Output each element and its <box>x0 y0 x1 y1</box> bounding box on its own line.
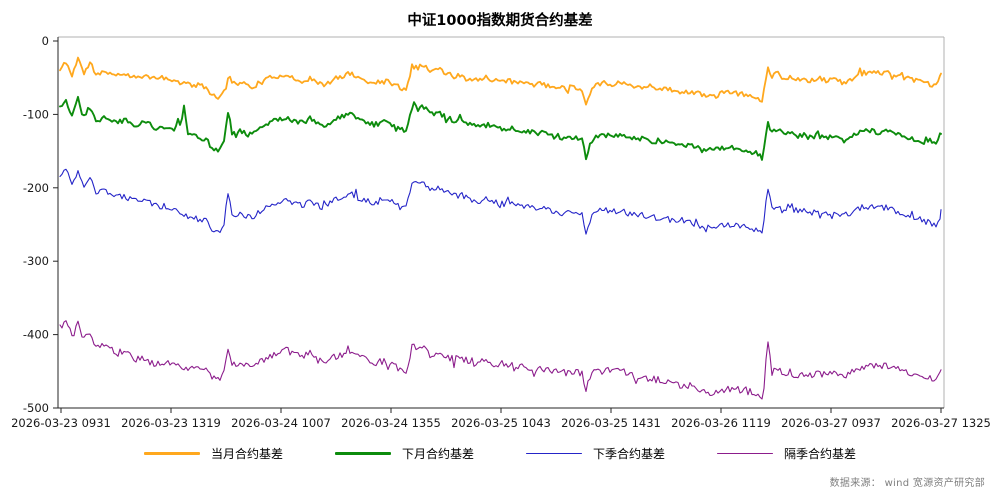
legend-line-swatch <box>717 452 774 455</box>
x-axis-tick-label: 2026-03-24 1355 <box>341 416 441 430</box>
x-axis-tick-label: 2026-03-25 1043 <box>451 416 551 430</box>
y-axis-tick-label: 0 <box>42 34 49 48</box>
x-axis-tick-label: 2026-03-24 1007 <box>231 416 331 430</box>
chart-title: 中证1000指数期货合约基差 <box>407 13 593 29</box>
x-axis-tick-label: 2026-03-23 1319 <box>121 416 221 430</box>
legend-item-1: 下月合约基差 <box>334 445 474 462</box>
y-axis-tick-label: -400 <box>23 328 49 342</box>
legend-label: 隔季合约基差 <box>784 447 857 461</box>
legend-item-3: 隔季合约基差 <box>717 445 856 462</box>
legend-label: 下月合约基差 <box>401 447 474 461</box>
x-axis-tick-label: 2026-03-23 0931 <box>11 416 111 430</box>
legend-item-0: 当月合约基差 <box>143 445 283 462</box>
legend-item-2: 下季合约基差 <box>526 445 665 462</box>
series-line-0 <box>59 56 942 106</box>
x-axis-tick-label: 2026-03-27 1325 <box>891 416 991 430</box>
legend-line-swatch <box>334 452 391 455</box>
y-axis-tick-label: -200 <box>23 181 49 195</box>
y-axis-tick-label: -300 <box>23 254 49 268</box>
series-line-2 <box>59 168 942 235</box>
series-line-1 <box>59 95 942 161</box>
legend-line-swatch <box>143 452 200 455</box>
legend-line-swatch <box>526 452 582 455</box>
legend-label: 当月合约基差 <box>210 447 283 461</box>
legend-label: 下季合约基差 <box>593 447 666 461</box>
x-axis-tick-label: 2026-03-26 1119 <box>671 416 771 430</box>
series-line-3 <box>59 320 942 400</box>
y-axis-tick-label: -100 <box>23 107 49 121</box>
chart-legend: 当月合约基差 下月合约基差 下季合约基差 隔季合约基差 <box>0 445 1000 462</box>
y-axis-tick-label: -500 <box>23 401 49 415</box>
x-axis-tick-label: 2026-03-27 0937 <box>781 416 881 430</box>
x-axis-tick-label: 2026-03-25 1431 <box>561 416 661 430</box>
data-source-note: 数据来源： wind 宽源资产研究部 <box>829 478 985 489</box>
